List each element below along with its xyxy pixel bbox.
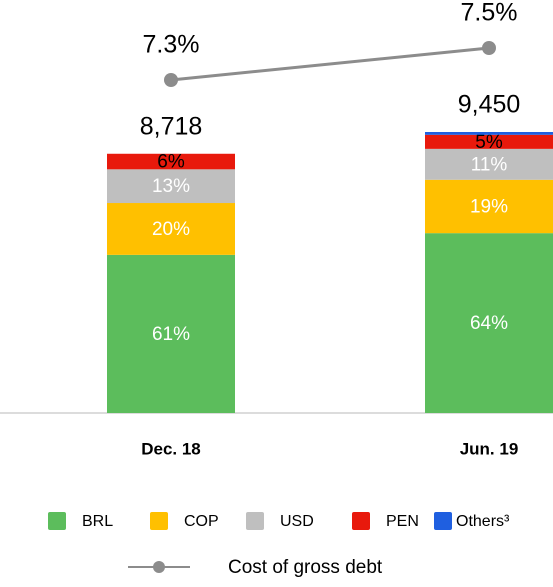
segment-label: 19% (470, 196, 508, 217)
x-tick-label: Dec. 18 (141, 439, 201, 458)
bar-segment (107, 254, 235, 413)
segment-label: 5% (475, 132, 503, 153)
line-point (482, 41, 496, 55)
bar-segment (107, 203, 235, 255)
bar-segment (425, 134, 553, 149)
legend-label: BRL (82, 513, 113, 530)
legend-label: Cost of gross debt (228, 557, 383, 578)
bar-segment (107, 169, 235, 204)
segment-label: 6% (157, 152, 185, 173)
legend-label: PEN (386, 513, 419, 530)
bar-segment (107, 153, 235, 170)
legend-label: Others³ (456, 513, 510, 530)
x-tick-label: Jun. 19 (460, 439, 519, 458)
line (170, 46, 490, 82)
legend-dot (153, 561, 165, 573)
legend-label: COP (184, 513, 219, 530)
bar-segment (425, 179, 553, 234)
bar-segment (425, 132, 553, 135)
legend-swatch (48, 512, 66, 530)
total-label: 9,450 (458, 91, 521, 119)
segment-label: 11% (471, 154, 508, 175)
segment-label: 20% (152, 219, 190, 240)
segment-label: 61% (152, 324, 190, 345)
line-label: 7.3% (143, 31, 200, 59)
total-label: 8,718 (140, 112, 203, 140)
bar-segment (425, 148, 553, 180)
legend-label: USD (280, 513, 314, 530)
segment-label: 64% (470, 313, 508, 334)
bar-segment (425, 233, 553, 413)
line-label: 7.5% (461, 0, 518, 27)
legend-swatch (352, 512, 370, 530)
legend-swatch (434, 512, 452, 530)
line-point (164, 73, 178, 87)
legend-swatch (150, 512, 168, 530)
legend-swatch (246, 512, 264, 530)
segment-label: 13% (152, 176, 190, 197)
